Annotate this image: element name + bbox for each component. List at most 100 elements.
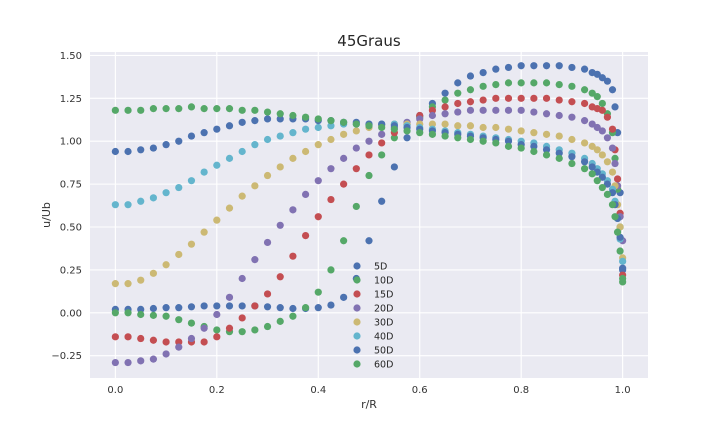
data-point	[149, 269, 158, 277]
data-point	[441, 120, 449, 128]
data-point	[517, 62, 525, 70]
legend-marker	[353, 346, 361, 354]
data-point	[492, 139, 500, 147]
data-point	[263, 135, 272, 144]
data-point	[542, 62, 551, 70]
data-point	[492, 81, 500, 89]
data-point	[603, 134, 612, 142]
data-point	[175, 183, 183, 192]
data-point	[327, 135, 335, 144]
data-point	[555, 149, 563, 157]
data-point	[225, 293, 234, 301]
data-point	[340, 154, 348, 162]
data-point	[225, 122, 234, 130]
data-point	[314, 177, 322, 185]
data-point	[479, 137, 487, 145]
legend-label: 60D	[374, 360, 393, 371]
data-point	[213, 105, 221, 113]
data-point	[555, 96, 563, 104]
data-point	[276, 132, 284, 140]
data-point	[225, 105, 234, 113]
y-tick-label: 0.50	[60, 223, 82, 234]
data-point	[593, 70, 601, 78]
data-point	[608, 168, 617, 176]
data-point	[616, 247, 624, 255]
data-point	[200, 129, 208, 137]
data-point	[598, 173, 606, 181]
data-point	[593, 146, 601, 154]
data-point	[187, 303, 196, 311]
data-point	[611, 213, 619, 221]
data-point	[187, 319, 196, 327]
data-point	[378, 130, 386, 138]
data-point	[200, 228, 208, 236]
data-point	[276, 273, 284, 281]
data-point	[542, 110, 551, 118]
data-point	[530, 142, 538, 150]
data-point	[603, 113, 612, 121]
data-point	[314, 115, 322, 123]
data-point	[289, 111, 297, 120]
data-point	[124, 147, 132, 156]
data-point	[238, 147, 246, 156]
data-point	[137, 276, 145, 284]
legend-label: 30D	[374, 318, 393, 329]
data-point	[454, 108, 462, 116]
data-point	[492, 94, 500, 102]
data-point	[568, 82, 576, 90]
data-point	[251, 326, 259, 334]
data-point	[441, 132, 449, 140]
data-point	[175, 316, 183, 324]
data-point	[504, 79, 513, 87]
data-point	[603, 190, 612, 199]
data-point	[555, 111, 563, 120]
data-point	[613, 228, 622, 236]
data-point	[580, 117, 589, 125]
data-point	[466, 72, 475, 80]
data-point	[555, 154, 563, 162]
data-point	[149, 304, 158, 313]
data-point	[200, 302, 208, 310]
plot-area	[90, 52, 648, 378]
data-point	[593, 177, 601, 185]
data-point	[251, 256, 259, 264]
data-point	[301, 125, 310, 133]
data-point	[466, 98, 475, 106]
data-point	[289, 312, 297, 320]
y-tick-label: 1.25	[60, 94, 82, 105]
data-point	[555, 62, 563, 70]
data-point	[187, 177, 196, 185]
data-point	[454, 134, 462, 142]
data-point	[276, 115, 284, 123]
data-point	[327, 122, 335, 130]
data-point	[162, 312, 170, 320]
data-point	[479, 68, 487, 77]
data-point	[111, 333, 119, 341]
data-point	[588, 170, 596, 178]
data-point	[608, 125, 617, 133]
data-point	[301, 231, 310, 240]
data-point	[213, 125, 221, 133]
data-point	[137, 146, 145, 154]
data-point	[479, 106, 487, 114]
data-point	[504, 94, 513, 102]
data-point	[213, 310, 221, 319]
data-point	[137, 357, 145, 365]
data-point	[213, 302, 221, 310]
data-point	[555, 132, 563, 140]
y-tick-label: 1.50	[60, 51, 82, 62]
legend-label: 20D	[374, 304, 393, 315]
data-point	[314, 141, 322, 149]
data-point	[238, 118, 246, 126]
data-point	[466, 122, 475, 130]
data-point	[327, 266, 335, 274]
data-point	[124, 358, 132, 367]
data-point	[238, 302, 246, 310]
data-point	[175, 137, 183, 145]
data-point	[542, 94, 551, 102]
y-tick-label: 0.25	[60, 265, 82, 276]
data-point	[263, 108, 272, 116]
data-point	[598, 183, 606, 192]
data-point	[314, 213, 322, 221]
data-point	[555, 81, 563, 89]
